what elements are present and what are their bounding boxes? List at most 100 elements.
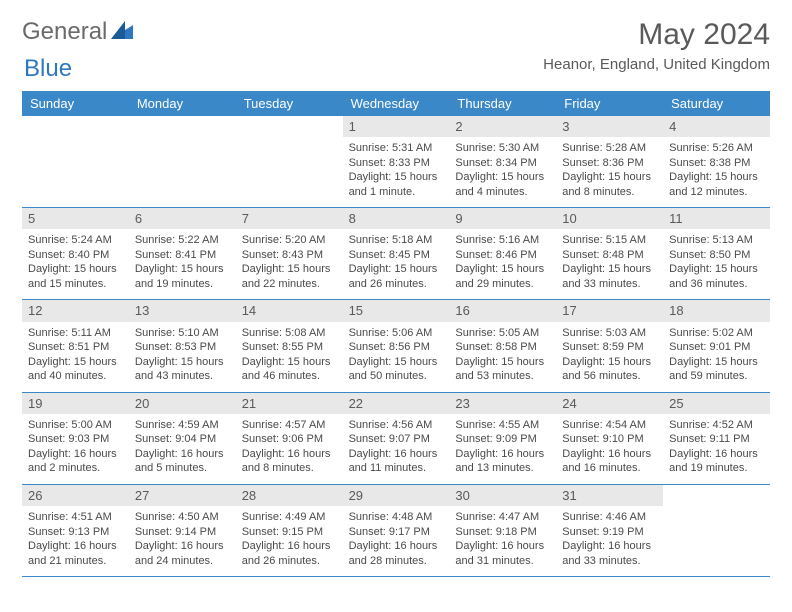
daylight-line: Daylight: 15 hours and 12 minutes.	[669, 170, 764, 199]
sunrise-line: Sunrise: 5:06 AM	[349, 326, 444, 341]
calendar-day: 2Sunrise: 5:30 AMSunset: 8:34 PMDaylight…	[449, 116, 556, 207]
sunset-line: Sunset: 9:10 PM	[562, 432, 657, 447]
day-number: 27	[129, 485, 236, 506]
sunrise-line: Sunrise: 5:26 AM	[669, 141, 764, 156]
sunset-line: Sunset: 8:51 PM	[28, 340, 123, 355]
weekday-header-row: SundayMondayTuesdayWednesdayThursdayFrid…	[22, 91, 770, 116]
sunset-line: Sunset: 8:50 PM	[669, 248, 764, 263]
weekday-header: Thursday	[449, 91, 556, 116]
day-number: 29	[343, 485, 450, 506]
sunrise-line: Sunrise: 5:00 AM	[28, 418, 123, 433]
calendar-day: 30Sunrise: 4:47 AMSunset: 9:18 PMDayligh…	[449, 485, 556, 576]
calendar-day: 20Sunrise: 4:59 AMSunset: 9:04 PMDayligh…	[129, 393, 236, 484]
day-number: 16	[449, 300, 556, 321]
day-number: 8	[343, 208, 450, 229]
weekday-header: Saturday	[663, 91, 770, 116]
daylight-line: Daylight: 16 hours and 8 minutes.	[242, 447, 337, 476]
calendar-day: 19Sunrise: 5:00 AMSunset: 9:03 PMDayligh…	[22, 393, 129, 484]
daylight-line: Daylight: 15 hours and 26 minutes.	[349, 262, 444, 291]
sunrise-line: Sunrise: 4:52 AM	[669, 418, 764, 433]
sunset-line: Sunset: 9:18 PM	[455, 525, 550, 540]
month-title: May 2024	[543, 18, 770, 52]
calendar-day: 21Sunrise: 4:57 AMSunset: 9:06 PMDayligh…	[236, 393, 343, 484]
weekday-header: Friday	[556, 91, 663, 116]
sunrise-line: Sunrise: 4:47 AM	[455, 510, 550, 525]
daylight-line: Daylight: 16 hours and 2 minutes.	[28, 447, 123, 476]
calendar-day: 15Sunrise: 5:06 AMSunset: 8:56 PMDayligh…	[343, 300, 450, 391]
daylight-line: Daylight: 15 hours and 59 minutes.	[669, 355, 764, 384]
sunrise-line: Sunrise: 4:55 AM	[455, 418, 550, 433]
calendar-day: 5Sunrise: 5:24 AMSunset: 8:40 PMDaylight…	[22, 208, 129, 299]
sunset-line: Sunset: 8:58 PM	[455, 340, 550, 355]
sunset-line: Sunset: 8:40 PM	[28, 248, 123, 263]
calendar-day: 25Sunrise: 4:52 AMSunset: 9:11 PMDayligh…	[663, 393, 770, 484]
sunrise-line: Sunrise: 5:22 AM	[135, 233, 230, 248]
day-number: 24	[556, 393, 663, 414]
calendar-day	[22, 116, 129, 207]
daylight-line: Daylight: 16 hours and 24 minutes.	[135, 539, 230, 568]
day-number: 30	[449, 485, 556, 506]
daylight-line: Daylight: 15 hours and 29 minutes.	[455, 262, 550, 291]
sunrise-line: Sunrise: 4:59 AM	[135, 418, 230, 433]
calendar-day	[236, 116, 343, 207]
calendar-day: 7Sunrise: 5:20 AMSunset: 8:43 PMDaylight…	[236, 208, 343, 299]
day-number: 31	[556, 485, 663, 506]
calendar-week: 19Sunrise: 5:00 AMSunset: 9:03 PMDayligh…	[22, 393, 770, 485]
calendar-day: 27Sunrise: 4:50 AMSunset: 9:14 PMDayligh…	[129, 485, 236, 576]
sunset-line: Sunset: 8:55 PM	[242, 340, 337, 355]
day-number: 14	[236, 300, 343, 321]
sunrise-line: Sunrise: 5:20 AM	[242, 233, 337, 248]
sunset-line: Sunset: 9:06 PM	[242, 432, 337, 447]
sunrise-line: Sunrise: 5:02 AM	[669, 326, 764, 341]
sunset-line: Sunset: 8:33 PM	[349, 156, 444, 171]
sunset-line: Sunset: 8:34 PM	[455, 156, 550, 171]
location-text: Heanor, England, United Kingdom	[543, 56, 770, 73]
daylight-line: Daylight: 15 hours and 19 minutes.	[135, 262, 230, 291]
calendar-day: 14Sunrise: 5:08 AMSunset: 8:55 PMDayligh…	[236, 300, 343, 391]
calendar-day: 12Sunrise: 5:11 AMSunset: 8:51 PMDayligh…	[22, 300, 129, 391]
sunrise-line: Sunrise: 5:31 AM	[349, 141, 444, 156]
sunrise-line: Sunrise: 5:24 AM	[28, 233, 123, 248]
sunrise-line: Sunrise: 4:48 AM	[349, 510, 444, 525]
day-number: 26	[22, 485, 129, 506]
sunrise-line: Sunrise: 4:56 AM	[349, 418, 444, 433]
day-number: 17	[556, 300, 663, 321]
weekday-header: Sunday	[22, 91, 129, 116]
day-number: 6	[129, 208, 236, 229]
sunrise-line: Sunrise: 5:18 AM	[349, 233, 444, 248]
sunrise-line: Sunrise: 5:05 AM	[455, 326, 550, 341]
calendar-day: 18Sunrise: 5:02 AMSunset: 9:01 PMDayligh…	[663, 300, 770, 391]
calendar-day: 9Sunrise: 5:16 AMSunset: 8:46 PMDaylight…	[449, 208, 556, 299]
daylight-line: Daylight: 16 hours and 5 minutes.	[135, 447, 230, 476]
day-number: 20	[129, 393, 236, 414]
day-number: 21	[236, 393, 343, 414]
logo: General	[22, 18, 135, 46]
day-number: 23	[449, 393, 556, 414]
day-number: 25	[663, 393, 770, 414]
day-number: 10	[556, 208, 663, 229]
sunrise-line: Sunrise: 5:30 AM	[455, 141, 550, 156]
sunrise-line: Sunrise: 5:16 AM	[455, 233, 550, 248]
sunset-line: Sunset: 9:01 PM	[669, 340, 764, 355]
sunrise-line: Sunrise: 5:03 AM	[562, 326, 657, 341]
calendar-day: 17Sunrise: 5:03 AMSunset: 8:59 PMDayligh…	[556, 300, 663, 391]
sunset-line: Sunset: 9:03 PM	[28, 432, 123, 447]
calendar-day: 31Sunrise: 4:46 AMSunset: 9:19 PMDayligh…	[556, 485, 663, 576]
daylight-line: Daylight: 16 hours and 11 minutes.	[349, 447, 444, 476]
daylight-line: Daylight: 15 hours and 1 minute.	[349, 170, 444, 199]
weekday-header: Monday	[129, 91, 236, 116]
calendar-day: 22Sunrise: 4:56 AMSunset: 9:07 PMDayligh…	[343, 393, 450, 484]
daylight-line: Daylight: 15 hours and 4 minutes.	[455, 170, 550, 199]
sunset-line: Sunset: 8:41 PM	[135, 248, 230, 263]
sunset-line: Sunset: 8:59 PM	[562, 340, 657, 355]
daylight-line: Daylight: 16 hours and 26 minutes.	[242, 539, 337, 568]
sunset-line: Sunset: 8:53 PM	[135, 340, 230, 355]
sunrise-line: Sunrise: 5:10 AM	[135, 326, 230, 341]
day-number: 5	[22, 208, 129, 229]
calendar-day: 29Sunrise: 4:48 AMSunset: 9:17 PMDayligh…	[343, 485, 450, 576]
daylight-line: Daylight: 15 hours and 40 minutes.	[28, 355, 123, 384]
calendar-week: 12Sunrise: 5:11 AMSunset: 8:51 PMDayligh…	[22, 300, 770, 392]
daylight-line: Daylight: 16 hours and 13 minutes.	[455, 447, 550, 476]
calendar-day: 24Sunrise: 4:54 AMSunset: 9:10 PMDayligh…	[556, 393, 663, 484]
calendar-day: 3Sunrise: 5:28 AMSunset: 8:36 PMDaylight…	[556, 116, 663, 207]
